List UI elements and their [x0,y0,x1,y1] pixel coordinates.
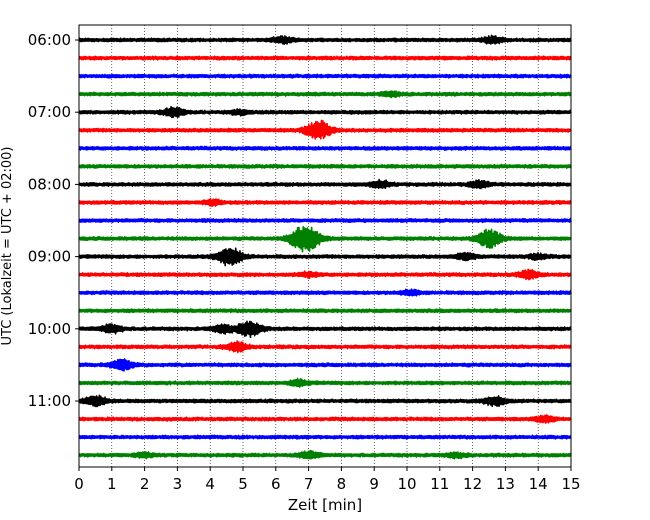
seismogram-trace-0615 [78,55,572,61]
x-tick-label: 3 [173,475,183,493]
seismogram-trace-1115 [78,414,572,424]
seismogram-trace-0730 [78,145,572,151]
x-tick-label: 1 [107,475,117,493]
seismogram-trace-0930 [78,288,572,297]
y-axis-ticks: 06:00 07:00 08:00 09:00 10:00 11:00 [28,31,79,410]
y-tick-label: 10:00 [28,320,71,338]
y-tick-label: 11:00 [28,392,71,410]
seismogram-trace-0815 [78,197,572,207]
x-tick-label: 9 [369,475,379,493]
seismogram-trace-1100 [78,394,572,408]
x-tick-label: 15 [561,475,580,493]
x-tick-label: 4 [205,475,215,493]
seismogram-trace-1000 [78,320,572,339]
x-tick-label: 8 [337,475,347,493]
y-tick-label: 06:00 [28,31,71,49]
x-tick-label: 10 [397,475,416,493]
seismogram-trace-0945 [78,308,572,314]
seismogram-trace-1015 [78,340,572,354]
x-tick-label: 2 [140,475,150,493]
x-tick-label: 0 [74,475,84,493]
x-tick-label: 5 [238,475,248,493]
seismogram-trace-0715 [78,119,572,140]
y-axis-label: UTC (Lokalzeit = UTC + 02:00) [0,147,15,346]
y-tick-label: 07:00 [28,103,71,121]
seismogram-trace-1045 [78,377,572,388]
x-tick-label: 14 [529,475,548,493]
x-tick-label: 11 [430,475,449,493]
x-axis-label: Zeit [min] [288,496,362,514]
x-tick-label: 13 [496,475,515,493]
x-tick-label: 6 [271,475,281,493]
x-tick-label: 7 [304,475,314,493]
seismogram-trace-0845 [78,226,572,253]
seismogram-trace-0600 [78,34,572,46]
seismogram-trace-0630 [78,73,572,79]
plot-frame [78,24,572,468]
seismogram-trace-0830 [78,217,572,224]
seismogram-trace-0645 [78,90,572,99]
y-tick-label: 09:00 [28,248,71,266]
seismogram-trace-1030 [78,358,572,372]
seismogram-trace-0700 [78,105,572,119]
seismogram-trace-0900 [78,247,572,267]
seismogram-trace-0800 [78,178,572,190]
seismogram-trace-1130 [78,434,572,440]
seismogram-trace-0915 [78,268,572,281]
trace-group [78,34,572,460]
seismogram-trace-1145 [78,449,572,460]
seismogram-trace-0745 [78,163,572,169]
x-tick-label: 12 [463,475,482,493]
y-tick-label: 08:00 [28,175,71,193]
x-axis-ticks: 0 1 2 3 4 5 6 7 8 9 10 11 12 13 14 15 [74,467,581,493]
